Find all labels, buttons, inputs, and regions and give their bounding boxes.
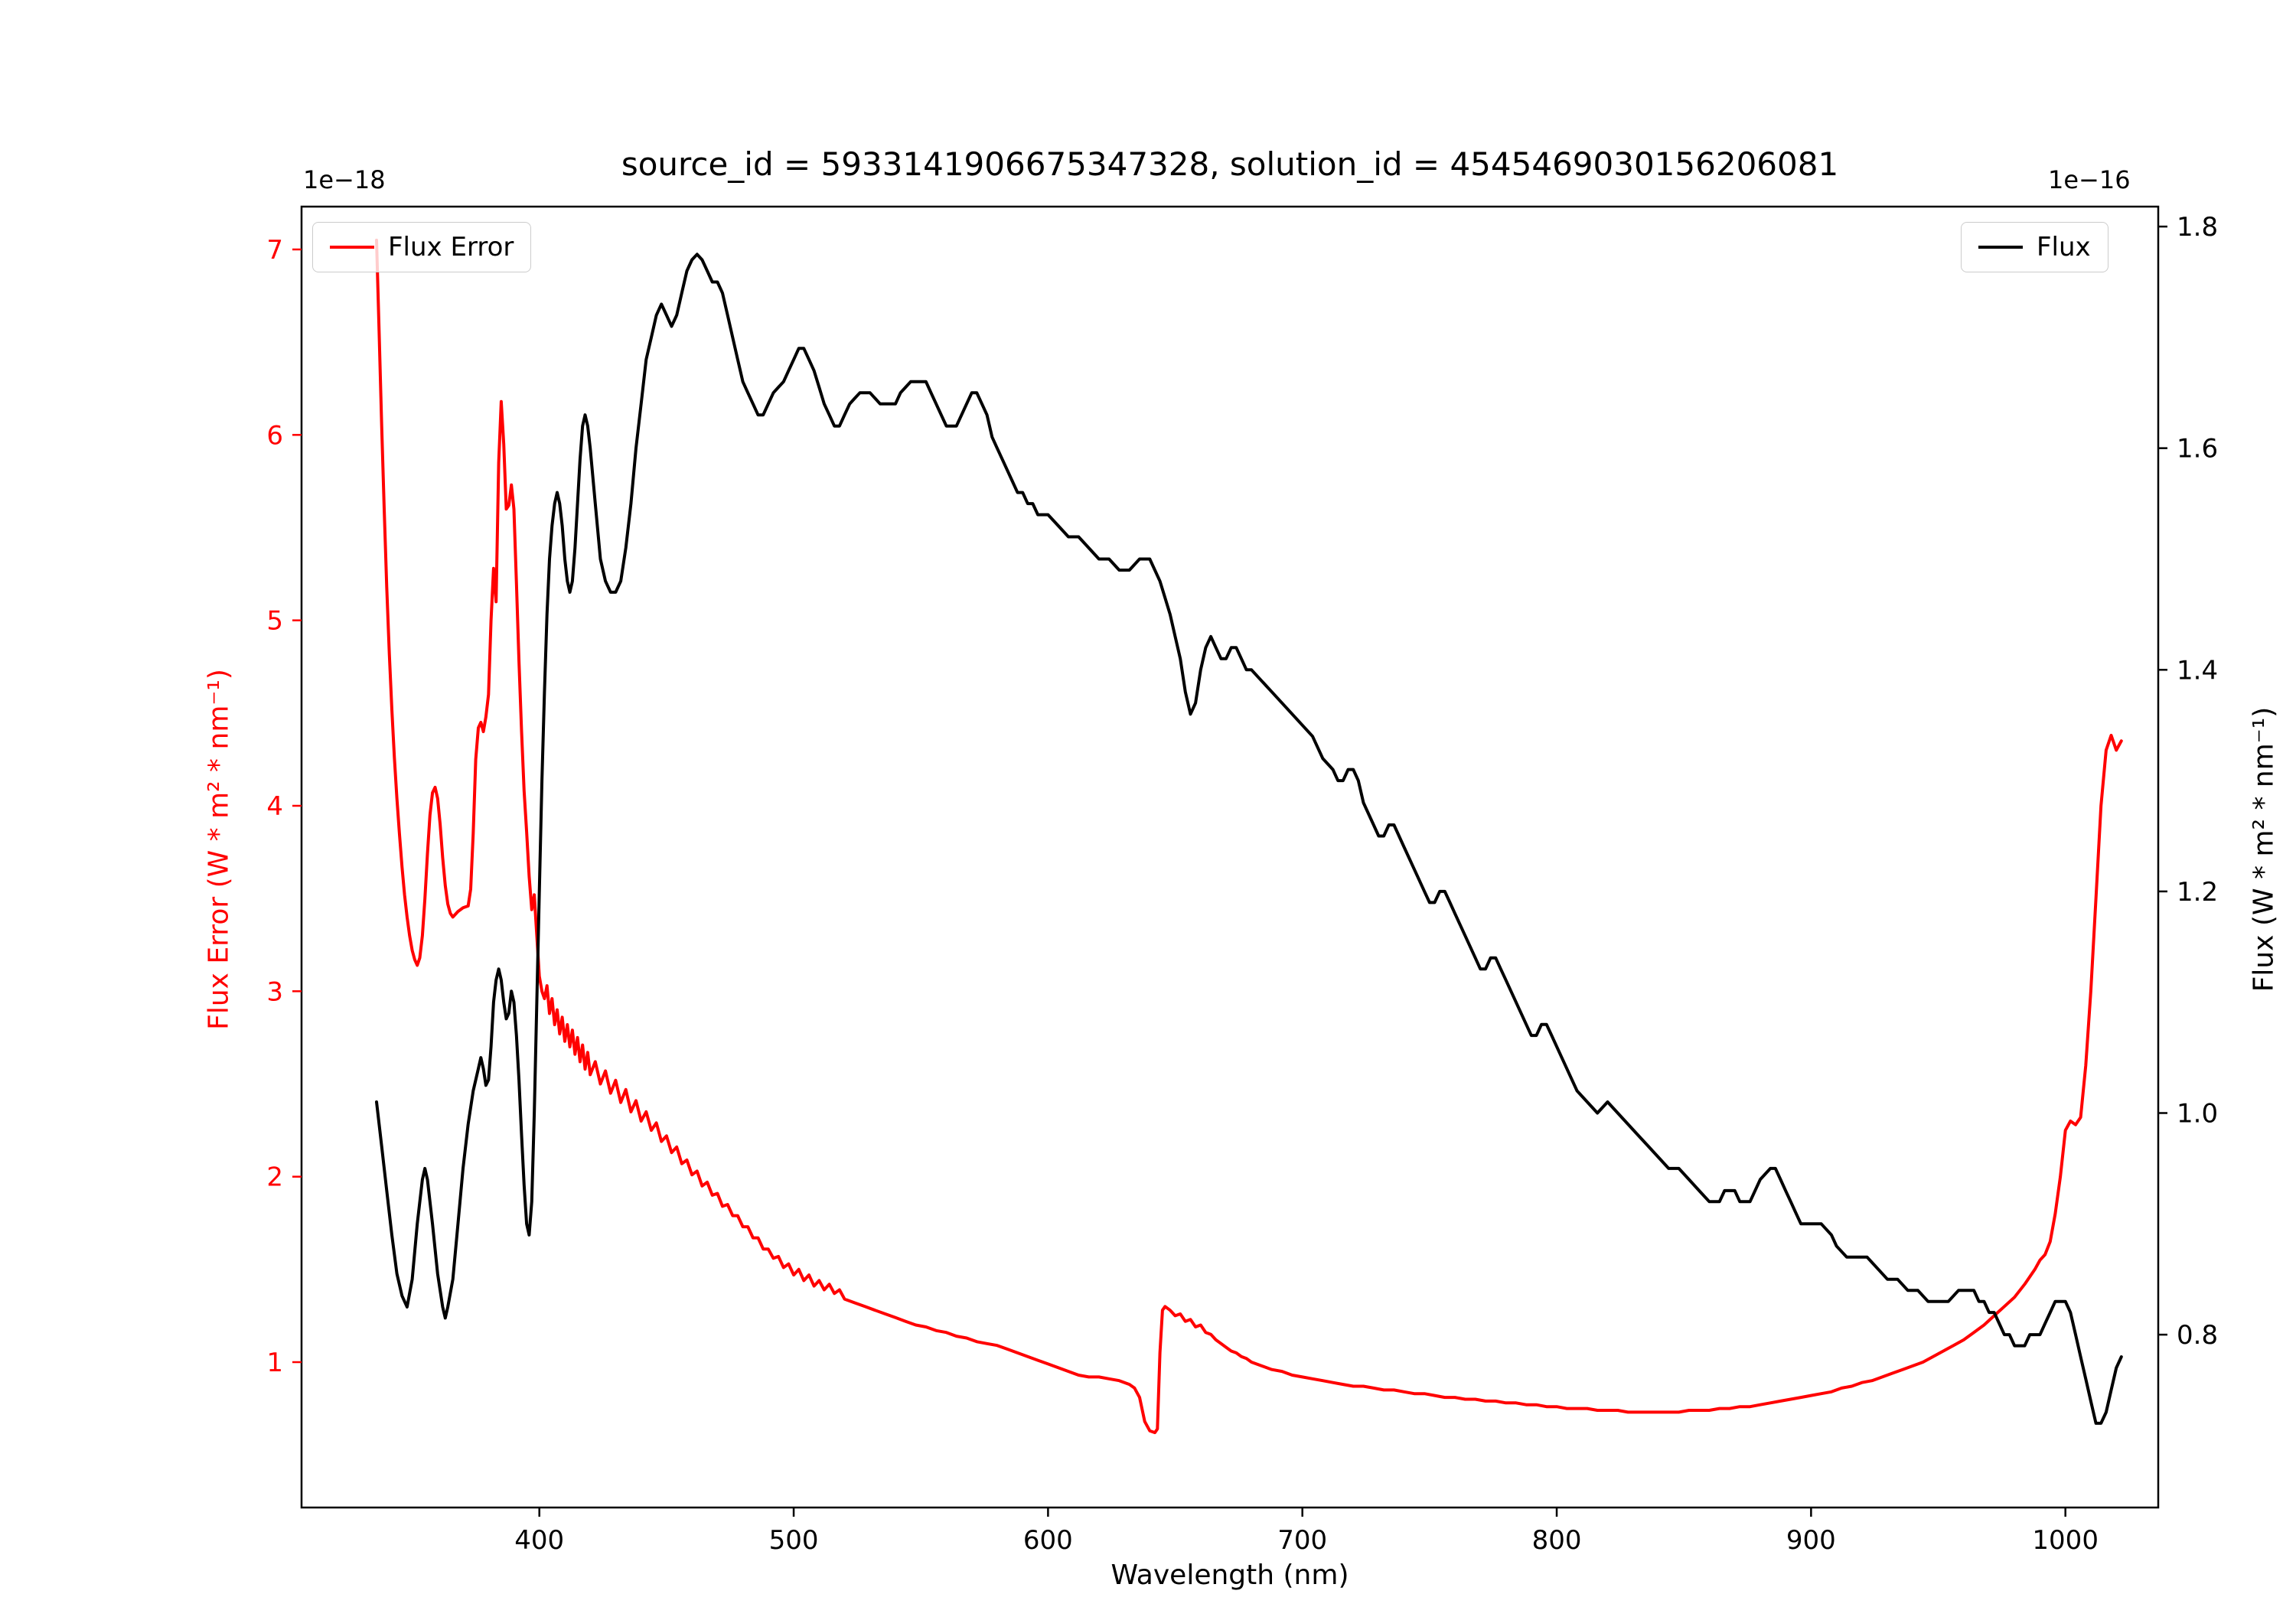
y-left-tick-label: 3 [266,976,283,1007]
legend-flux-error: Flux Error [312,222,532,272]
y-left-tick-label: 7 [266,235,283,266]
y-right-offset-text: 1e−16 [2048,165,2131,194]
y-left-tick-label: 6 [266,420,283,451]
y-left-tick-label: 1 [266,1348,283,1378]
x-tick-label: 400 [514,1525,564,1556]
x-tick-label: 500 [769,1525,819,1556]
x-tick-label: 600 [1023,1525,1073,1556]
y-right-tick-label: 1.2 [2177,877,2218,908]
x-tick-label: 900 [1786,1525,1836,1556]
flux-legend-label: Flux [2037,232,2091,262]
y-right-tick-label: 1.4 [2177,655,2218,686]
axes-border [300,205,2160,1509]
flux-error-legend-line-icon [330,246,374,249]
y-right-tick-label: 1.0 [2177,1098,2218,1129]
y-left-tick-label: 4 [266,791,283,822]
curve-flux-error [375,238,2123,1435]
legend-flux: Flux [1961,222,2108,272]
x-tick-label: 700 [1277,1525,1327,1556]
curves-group [375,238,2123,1435]
y-left-offset-text: 1e−18 [303,165,386,194]
x-tick-label: 1000 [2032,1525,2099,1556]
chart-title: source_id = 5933141906675347328, solutio… [621,145,1839,183]
x-axis-label: Wavelength (nm) [1110,1560,1349,1591]
y-right-tick-label: 1.8 [2177,212,2218,243]
x-tick-label: 800 [1532,1525,1582,1556]
y-right-tick-label: 0.8 [2177,1320,2218,1351]
flux-legend-line-icon [1978,246,2023,249]
y-left-tick-label: 2 [266,1162,283,1193]
flux-error-legend-label: Flux Error [388,232,514,262]
y-right-tick-label: 1.6 [2177,434,2218,464]
y-left-tick-label: 5 [266,606,283,637]
curve-flux [375,253,2123,1425]
